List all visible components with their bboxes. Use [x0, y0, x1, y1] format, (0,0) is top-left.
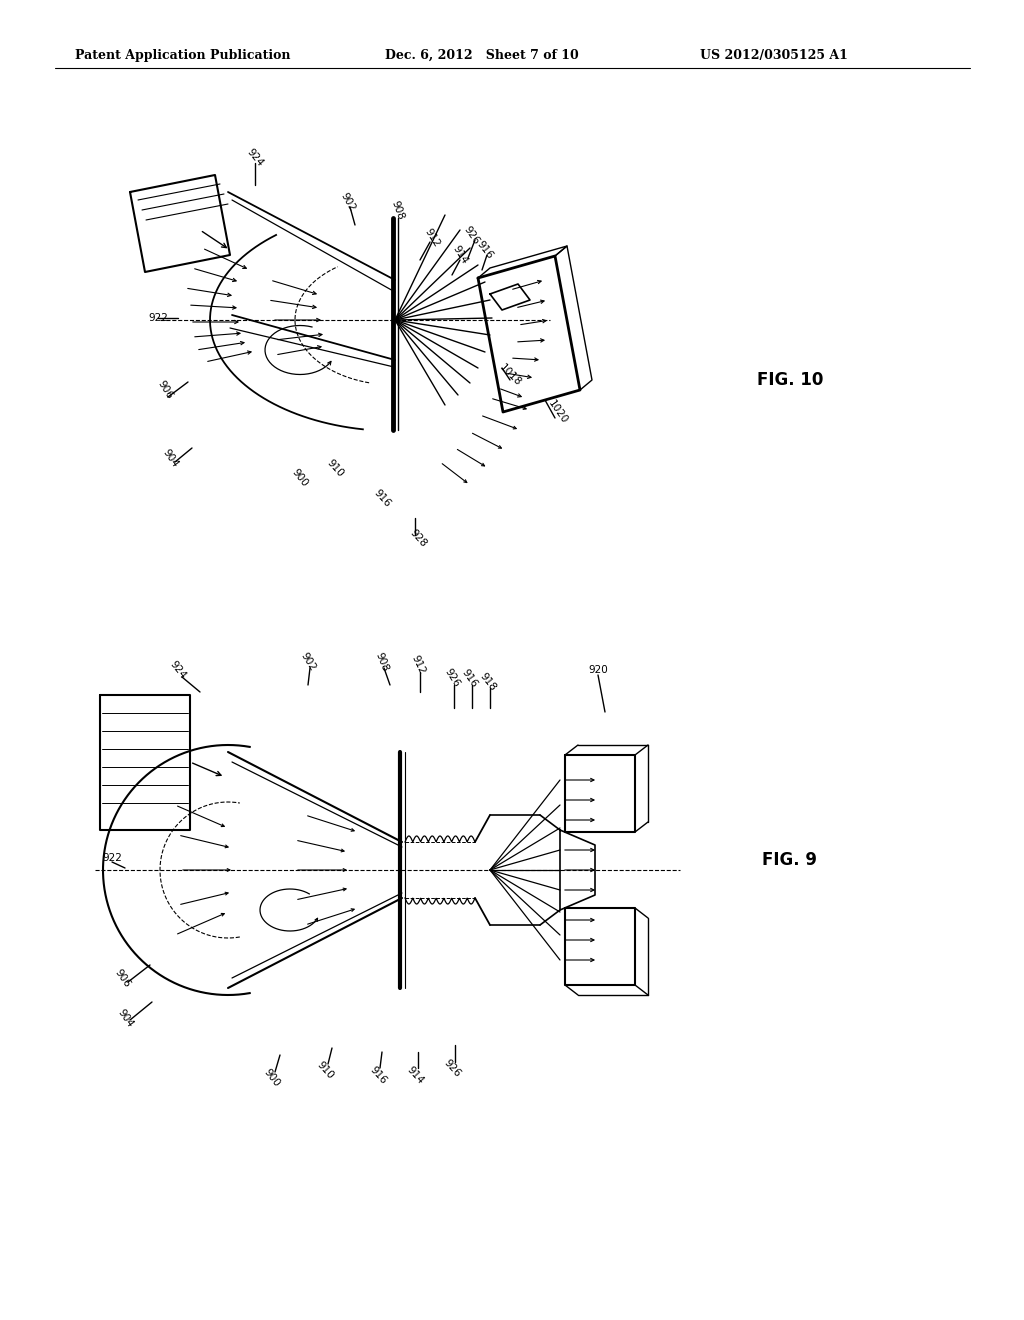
- Text: 910: 910: [325, 457, 345, 479]
- Text: FIG. 9: FIG. 9: [763, 851, 817, 869]
- Text: Patent Application Publication: Patent Application Publication: [75, 49, 291, 62]
- Text: FIG. 10: FIG. 10: [757, 371, 823, 389]
- Text: 924: 924: [245, 147, 265, 169]
- Text: 928: 928: [408, 527, 428, 549]
- Text: 922: 922: [148, 313, 168, 323]
- Text: 916: 916: [460, 667, 480, 689]
- Text: 910: 910: [314, 1060, 335, 1081]
- Text: 918: 918: [478, 671, 498, 693]
- Text: 914: 914: [451, 244, 470, 267]
- Text: 906: 906: [113, 968, 132, 989]
- Text: 922: 922: [102, 853, 122, 863]
- Text: 926: 926: [441, 1057, 463, 1078]
- Text: 900: 900: [262, 1067, 282, 1089]
- Text: 916: 916: [368, 1064, 388, 1086]
- Text: 908: 908: [374, 651, 390, 673]
- Text: US 2012/0305125 A1: US 2012/0305125 A1: [700, 49, 848, 62]
- Text: 916: 916: [372, 487, 392, 508]
- Text: 926: 926: [462, 224, 482, 246]
- Text: 1018: 1018: [497, 362, 523, 388]
- Text: 902: 902: [339, 191, 357, 213]
- Text: 916: 916: [475, 239, 495, 261]
- Text: 1020: 1020: [547, 399, 569, 425]
- Text: 914: 914: [404, 1064, 425, 1086]
- Text: Dec. 6, 2012   Sheet 7 of 10: Dec. 6, 2012 Sheet 7 of 10: [385, 49, 579, 62]
- Text: 926: 926: [442, 667, 462, 689]
- Text: 924: 924: [168, 659, 188, 681]
- Text: 906: 906: [156, 379, 174, 401]
- Text: 902: 902: [299, 651, 317, 673]
- Text: 912: 912: [423, 227, 441, 249]
- Text: 904: 904: [116, 1007, 135, 1030]
- Text: 908: 908: [390, 199, 407, 220]
- Text: 912: 912: [410, 653, 427, 676]
- Text: 904: 904: [160, 447, 180, 469]
- Text: 920: 920: [588, 665, 608, 675]
- Text: 900: 900: [290, 467, 310, 488]
